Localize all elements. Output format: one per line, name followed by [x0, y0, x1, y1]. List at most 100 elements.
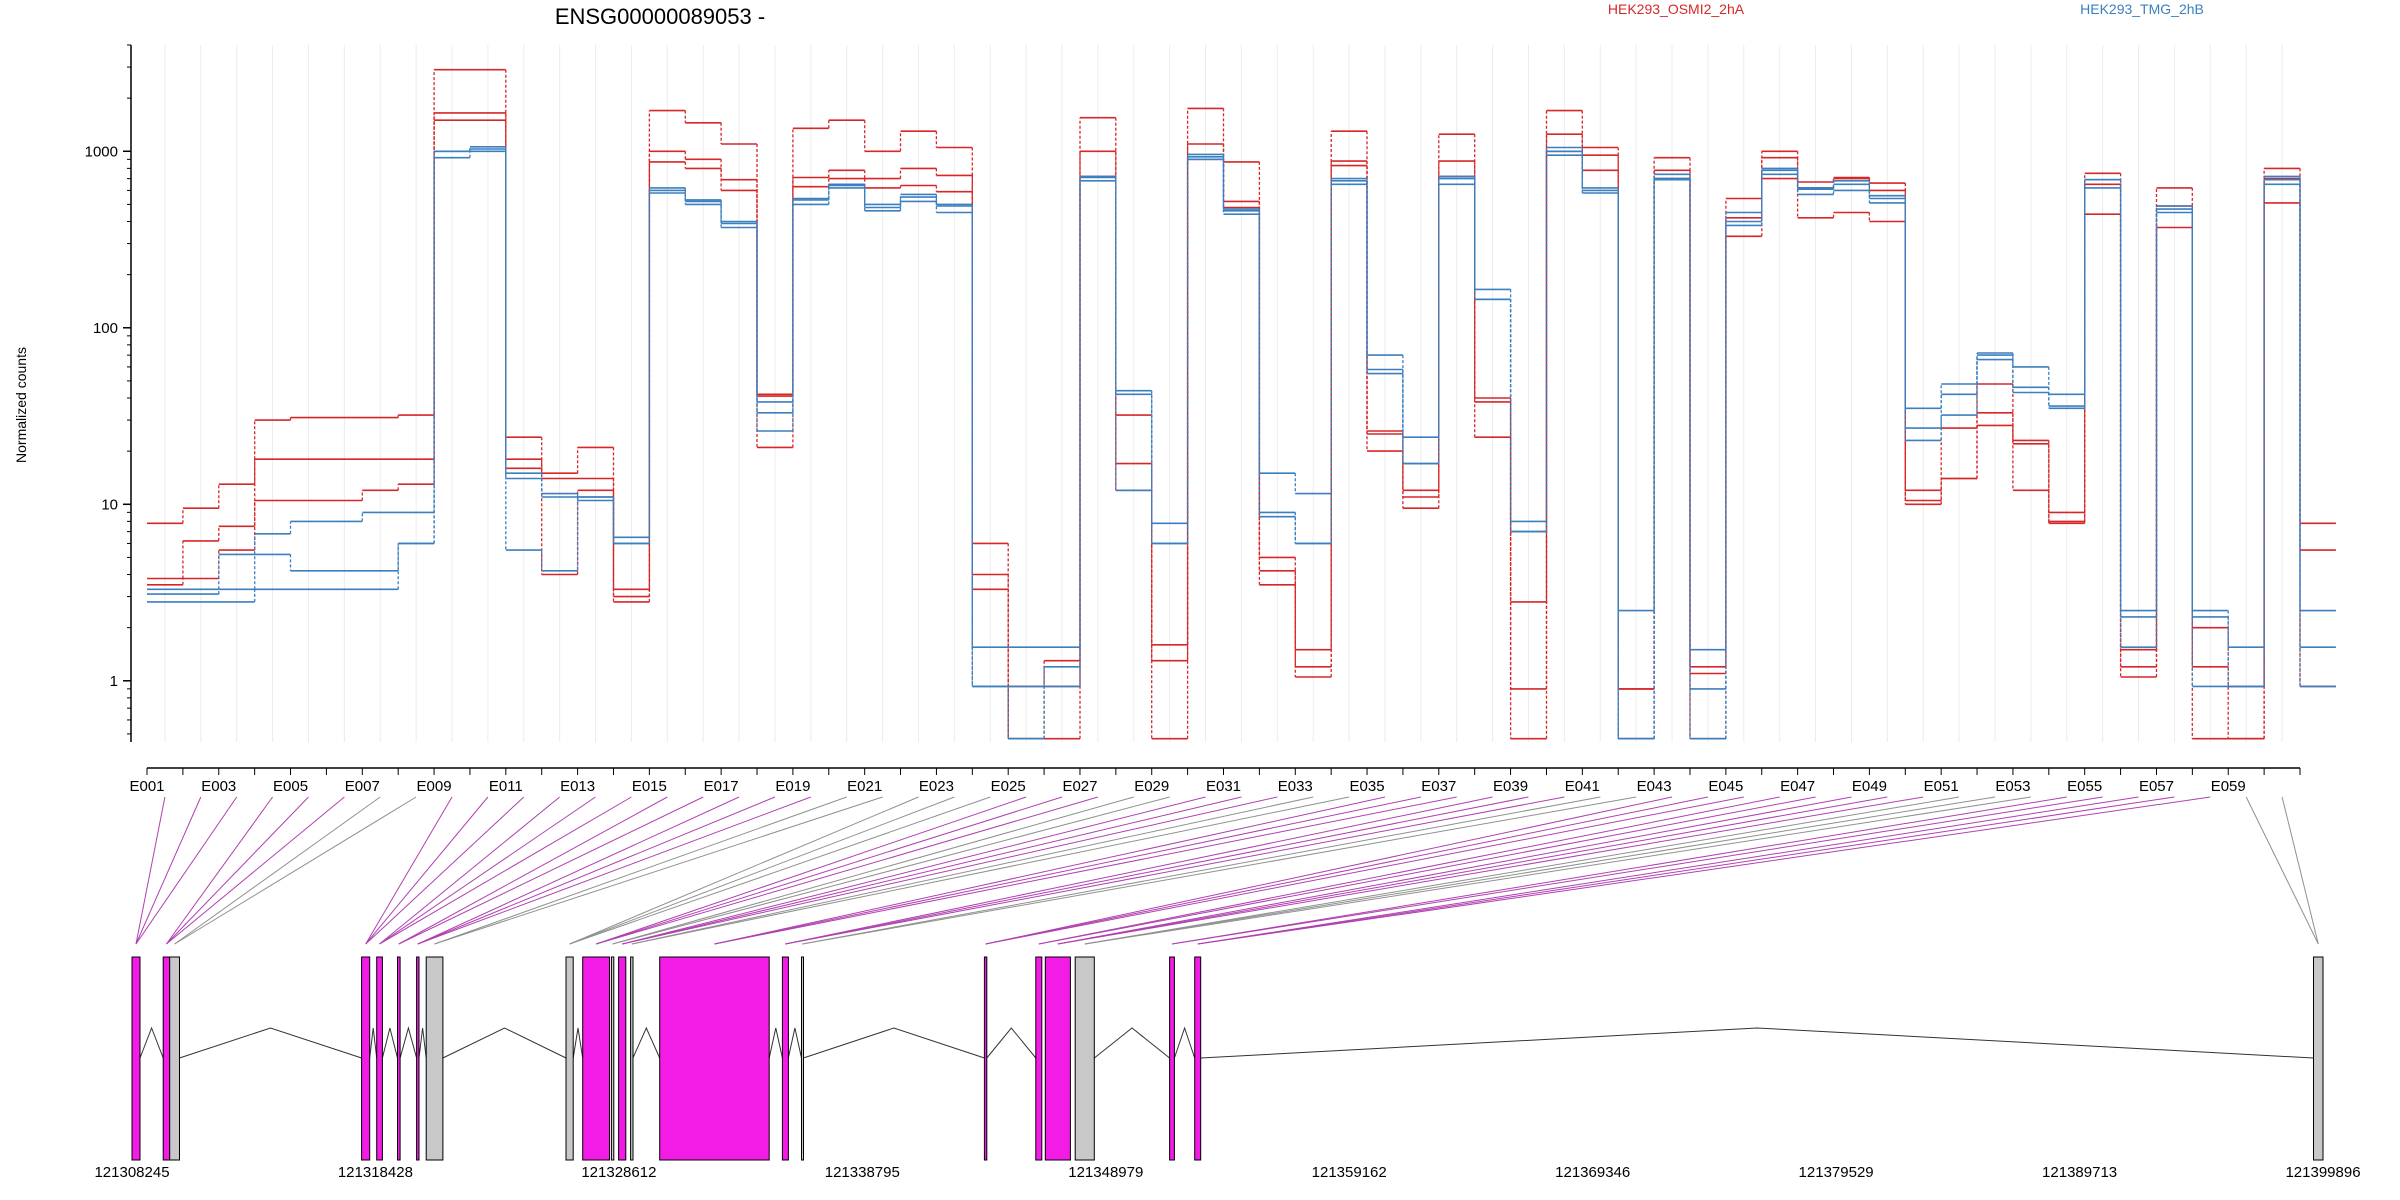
connector-e043 — [985, 796, 1673, 945]
connector-e007 — [174, 796, 381, 945]
connector-e046 — [1038, 796, 1780, 945]
connector-e014 — [379, 796, 632, 945]
x-tick-label-e043: E043 — [1637, 778, 1672, 795]
connector-e034 — [631, 796, 1350, 945]
legend-label-osmi2: HEK293_OSMI2_2hA — [1608, 1, 1745, 17]
connector-e016 — [398, 796, 704, 945]
genome-tick-label: 121379529 — [1799, 1164, 1874, 1181]
exon-box — [659, 956, 770, 1161]
connector-e023 — [569, 796, 955, 945]
genome-tick-label: 121369346 — [1555, 1164, 1630, 1181]
exon-box — [131, 956, 141, 1161]
x-tick-label-e019: E019 — [775, 778, 810, 795]
connector-e028 — [612, 796, 1134, 945]
connector-e058 — [1197, 796, 2211, 945]
exon-box — [397, 956, 401, 1161]
connector-e051 — [1084, 796, 1960, 945]
connector-e050 — [1057, 796, 1924, 945]
series-levels — [147, 119, 2336, 690]
gene-model — [131, 956, 2324, 1161]
series-line-6 — [147, 150, 2336, 740]
connector-e027 — [595, 796, 1099, 945]
series-transitions — [254, 151, 2301, 739]
legend-label-tmg: HEK293_TMG_2hB — [2080, 1, 2204, 17]
connector-e048 — [1057, 796, 1852, 945]
connector-e052 — [1084, 796, 1996, 945]
connector-e006 — [166, 796, 345, 945]
connector-e060 — [2281, 796, 2319, 945]
connector-e013 — [379, 796, 596, 945]
connector-e044 — [985, 796, 1708, 945]
intron-line — [418, 1027, 427, 1059]
connector-e054 — [1171, 796, 2067, 945]
y-axis-label: Normalized counts — [13, 347, 29, 463]
x-tick-label-e025: E025 — [991, 778, 1026, 795]
x-tick-label-e041: E041 — [1565, 778, 1600, 795]
connector-e049 — [1057, 796, 1888, 945]
connector-e026 — [595, 796, 1063, 945]
exon-box — [416, 956, 420, 1161]
x-tick-label-e051: E051 — [1924, 778, 1959, 795]
connector-e030 — [622, 796, 1206, 945]
intron-line — [179, 1027, 362, 1059]
connector-e001 — [135, 796, 166, 945]
x-tick-label-e011: E011 — [489, 778, 523, 795]
genome-tick-label: 121348979 — [1068, 1164, 1143, 1181]
x-tick-label-e059: E059 — [2211, 778, 2246, 795]
intron-line — [787, 1027, 802, 1059]
connector-e022 — [569, 796, 919, 945]
intron-line — [572, 1027, 584, 1059]
exon-box — [582, 956, 611, 1161]
connector-e024 — [569, 796, 991, 945]
x-tick-label-e023: E023 — [919, 778, 954, 795]
y-tick-label: 100 — [93, 320, 118, 337]
x-tick-label-e039: E039 — [1493, 778, 1528, 795]
connector-e059 — [2245, 796, 2319, 945]
exon-box — [1169, 956, 1175, 1161]
series-levels — [147, 150, 2336, 740]
connector-e047 — [1038, 796, 1816, 945]
connector-e032 — [622, 796, 1278, 945]
connector-e045 — [985, 796, 1744, 945]
connector-e003 — [135, 796, 238, 945]
x-tick-label-e049: E049 — [1852, 778, 1887, 795]
connector-e055 — [1171, 796, 2103, 945]
intron-line — [803, 1027, 985, 1059]
x-axis: E001 E003 E005 E007 E009 E011 E013 E015 E017 E019… — [129, 767, 2301, 795]
genome-tick-label: 121338795 — [825, 1164, 900, 1181]
exon-box — [361, 956, 371, 1161]
connector-e056 — [1197, 796, 2139, 945]
connector-e009 — [365, 796, 453, 945]
x-tick-label-e037: E037 — [1421, 778, 1456, 795]
connector-e012 — [379, 796, 561, 945]
intron-line — [632, 1026, 661, 1059]
exon-box — [425, 956, 444, 1161]
intron-line — [768, 1027, 783, 1059]
exon-box — [630, 956, 634, 1161]
exon-box — [162, 956, 171, 1161]
connector-e002 — [135, 796, 202, 945]
exon-box — [376, 956, 383, 1161]
x-tick-label-e001: E001 — [129, 778, 164, 795]
connector-e040 — [785, 796, 1565, 945]
connector-e042 — [802, 796, 1637, 945]
exon-box — [618, 956, 627, 1161]
intron-line — [986, 1027, 1037, 1059]
connector-e025 — [595, 796, 1027, 945]
genome-coordinate-axis: 121308245 121318428 121328612 121338795 1213… — [94, 1164, 2360, 1181]
bin-to-exon-connectors — [135, 796, 2319, 945]
connector-e037 — [714, 796, 1457, 945]
connector-e033 — [631, 796, 1314, 945]
x-tick-label-e005: E005 — [273, 778, 308, 795]
genome-tick-label: 121308245 — [94, 1164, 169, 1181]
exon-box — [169, 956, 180, 1161]
x-tick-label-e013: E013 — [560, 778, 595, 795]
connector-e005 — [166, 796, 309, 945]
connector-e008 — [174, 796, 417, 945]
genome-tick-label: 121318428 — [338, 1164, 413, 1181]
x-tick-label-e017: E017 — [704, 778, 739, 795]
intron-line — [1200, 1027, 2314, 1059]
genome-tick-label: 121359162 — [1312, 1164, 1387, 1181]
exon-box — [801, 956, 804, 1161]
